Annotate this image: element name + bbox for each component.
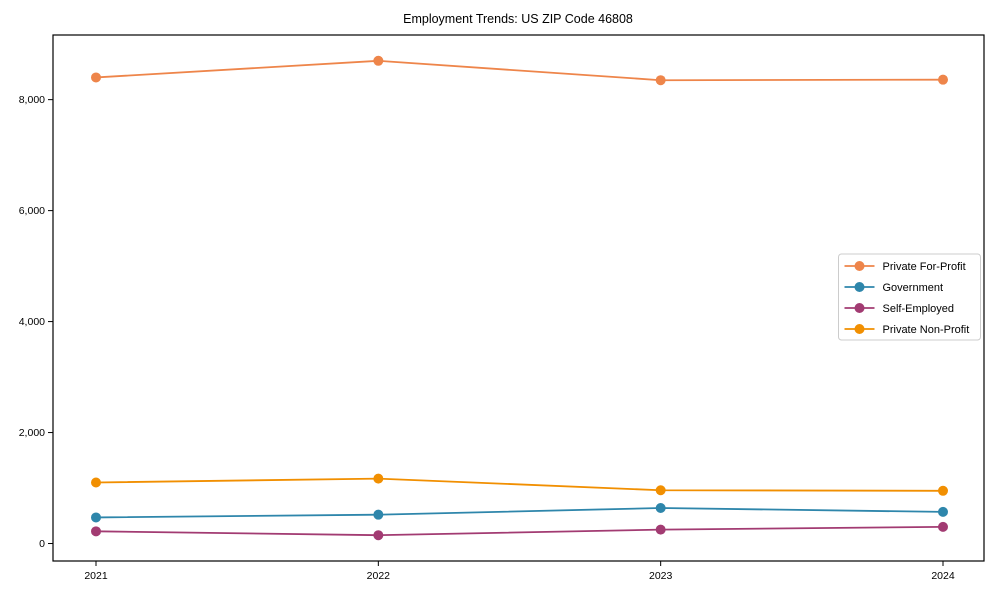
legend-label: Self-Employed (883, 303, 955, 315)
data-point-marker (373, 473, 384, 484)
y-axis-tick-label: 8,000 (19, 94, 45, 106)
y-axis-tick-label: 0 (39, 538, 45, 550)
data-point-marker (91, 477, 101, 488)
legend-swatch-marker (854, 303, 865, 313)
data-point-marker (938, 74, 948, 85)
axes-spines (52, 34, 985, 562)
legend-label: Private For-Profit (883, 261, 966, 273)
data-point-marker (373, 530, 384, 541)
legend-swatch-marker (854, 261, 865, 271)
data-point-marker (373, 509, 384, 520)
data-point-marker (373, 55, 384, 66)
data-point-marker (938, 506, 948, 517)
data-point-marker (91, 512, 101, 523)
series-line-private-non-profit (95, 477, 944, 492)
chart-legend: Private For-Profit Government Self-Employe… (838, 253, 981, 341)
data-point-marker (938, 485, 948, 496)
data-point-marker (655, 75, 666, 86)
y-axis-tick-label: 2,000 (19, 427, 45, 439)
legend-label: Government (883, 282, 944, 294)
data-point-marker (655, 485, 666, 496)
data-point-marker (91, 72, 101, 83)
data-point-marker (655, 524, 666, 535)
x-axis-tick-label: 2022 (367, 570, 391, 582)
chart-title: Employment Trends: US ZIP Code 46808 (403, 12, 633, 26)
legend-swatch-marker (854, 324, 865, 334)
series-line-self-employed (95, 525, 944, 537)
x-axis-tick-label: 2023 (649, 570, 673, 582)
data-point-marker (655, 503, 666, 514)
y-axis-tick-label: 6,000 (19, 205, 45, 217)
series-line-government (95, 507, 944, 519)
plot-area: 0 2,000 4,000 6,000 8,000 2021 2022 2023 2024 (19, 34, 985, 582)
data-point-marker (91, 526, 101, 537)
y-axis-tick-label: 4,000 (19, 316, 45, 328)
x-axis-tick-label: 2021 (84, 570, 108, 582)
x-axis-tick-label: 2024 (931, 570, 955, 582)
legend-box (838, 253, 981, 341)
data-point-marker (938, 521, 948, 532)
legend-label: Private Non-Profit (883, 324, 970, 336)
series-line-private-for-profit (95, 59, 944, 82)
legend-swatch-marker (854, 282, 865, 292)
